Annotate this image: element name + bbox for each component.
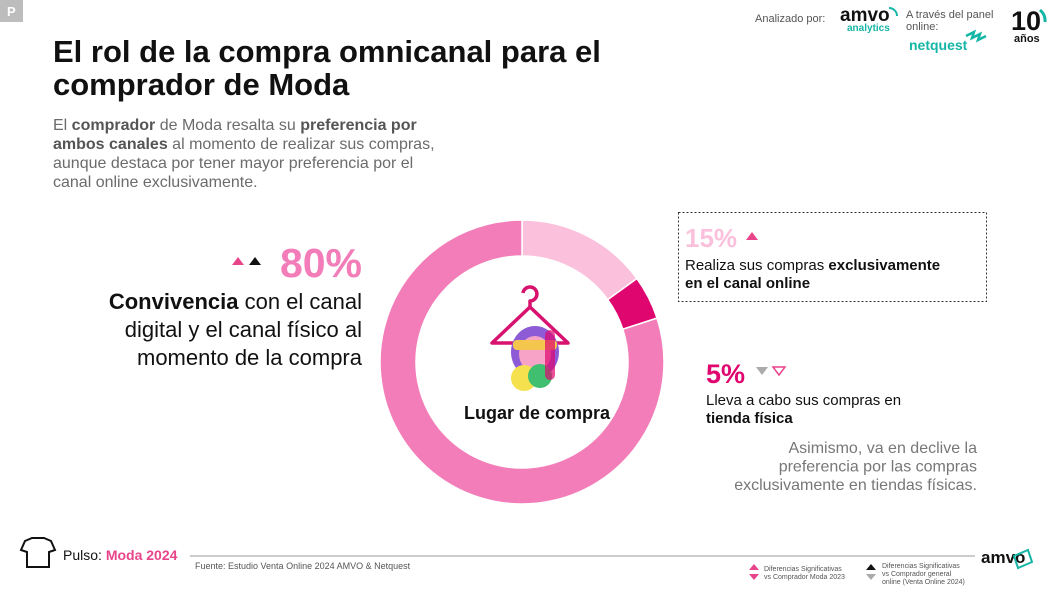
intro-segment: ambos canales [53, 136, 168, 153]
note: preferencia por las compras [779, 459, 977, 476]
panel-brand: netquest [909, 37, 968, 53]
intro: El comprador de Moda resalta su preferen… [53, 117, 417, 134]
footer-highlight: Moda 2024 [106, 547, 178, 563]
indicator-up-pink [746, 232, 758, 240]
badge: P [7, 4, 16, 19]
legend-text: vs Comprador Moda 2023 [764, 574, 845, 581]
intro: aunque destaca por tener mayor preferenc… [53, 155, 413, 172]
note: Asimismo, va en declive la [788, 440, 977, 457]
callout-online-segment: exclusivamente [828, 257, 940, 274]
intro: canal online exclusivamente. [53, 174, 258, 191]
footer-logo-mark [1012, 548, 1034, 570]
source: Fuente: Estudio Venta Online 2024 AMVO &… [195, 561, 411, 571]
callout-both: momento de la compra [137, 345, 363, 370]
analyzed-by: Analizado por: [755, 13, 825, 25]
title: comprador de Moda [53, 67, 350, 102]
footer-logo: amvo [981, 548, 1025, 567]
intro-segment: de Moda resalta su [155, 117, 300, 134]
intro-segment: canal online exclusivamente. [53, 174, 258, 191]
callout-both: Convivencia con el canal [109, 289, 362, 314]
value-label: 15% [685, 223, 737, 253]
hanger-icon [490, 285, 570, 391]
donut-slice [521, 219, 638, 301]
indicator-up-black [249, 257, 261, 265]
callout-store-segment: tienda física [706, 410, 793, 427]
indicator-down-gray [756, 367, 768, 375]
footer-label: Pulso: Moda 2024 [63, 547, 178, 563]
callout-box [678, 212, 987, 302]
legend-down-gray [866, 574, 876, 580]
callout-both-segment: digital y el canal físico al [125, 317, 362, 342]
legend-down-pink [749, 574, 759, 580]
anniversary: 10 [1011, 6, 1041, 36]
legend-up-black [866, 564, 876, 570]
value-label: 80% [280, 240, 362, 286]
panel-text: A través del panel [906, 9, 993, 21]
legend-text: online (Venta Online 2024) [882, 579, 965, 586]
brand-wave [888, 7, 898, 17]
intro-segment: al momento de realizar sus compras, [168, 136, 435, 153]
legend-text: vs Comprador general [882, 571, 952, 578]
intro-segment: comprador [72, 117, 156, 134]
netquest-mark [965, 29, 987, 43]
indicator-down-pink [771, 366, 787, 377]
legend-text: Diferencias Significativas [882, 563, 960, 570]
callout-both-segment: con el canal [238, 289, 362, 314]
center-label: Lugar de compra [464, 403, 611, 423]
callout-store: Lleva a cabo sus compras en [706, 392, 901, 409]
anniversary-sub: años [1014, 33, 1040, 45]
title: El rol de la compra omnicanal para el [53, 34, 601, 69]
donut-slice [379, 219, 665, 505]
panel-text: online: [906, 21, 938, 33]
badge-box [0, 0, 23, 22]
callout-online-segment: Realiza sus compras [685, 257, 828, 274]
legend-text: Diferencias Significativas [764, 566, 842, 573]
note: exclusivamente en tiendas físicas. [734, 477, 977, 494]
brand: amvo [840, 5, 890, 26]
intro-segment: preferencia por [300, 117, 416, 134]
intro-segment: aunque destaca por tener mayor preferenc… [53, 155, 413, 172]
callout-both-segment: Convivencia [109, 289, 239, 314]
callout-both-segment: momento de la compra [137, 345, 363, 370]
shirt-icon [19, 537, 57, 568]
callout-online-segment: en el canal online [685, 275, 810, 292]
footer-label-text: Pulso: [63, 547, 102, 563]
callout-store-segment: Lleva a cabo sus compras en [706, 392, 901, 409]
value-label: 5% [706, 359, 745, 389]
callout-online: en el canal online [685, 275, 810, 292]
intro: ambos canales al momento de realizar sus… [53, 136, 435, 153]
brand-sub: analytics [847, 23, 890, 34]
legend-up-pink [749, 564, 759, 570]
callout-store: tienda física [706, 410, 793, 427]
anniversary-mark [1038, 8, 1047, 23]
callout-online: Realiza sus compras exclusivamente [685, 257, 940, 274]
indicator-up-pink [232, 257, 244, 265]
intro-segment: El [53, 117, 72, 134]
callout-both: digital y el canal físico al [125, 317, 362, 342]
